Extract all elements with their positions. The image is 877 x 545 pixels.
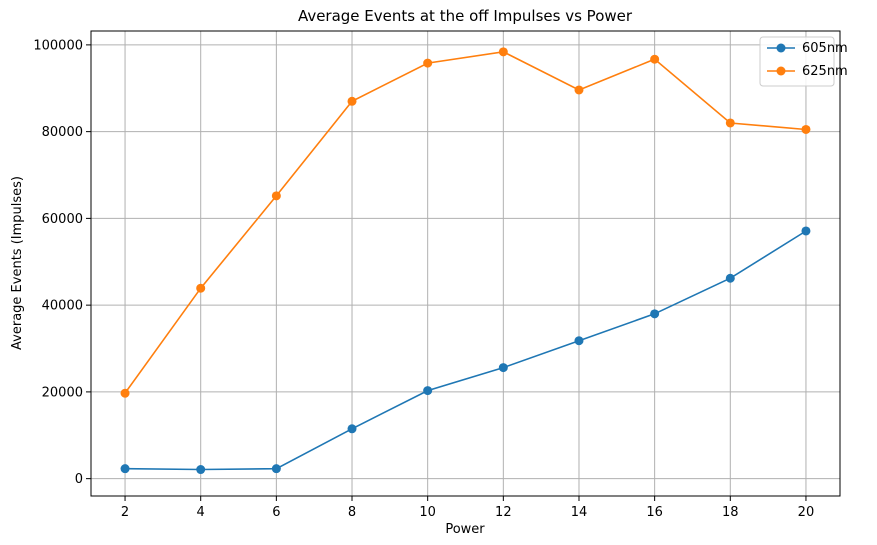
x-tick-label: 16: [646, 505, 663, 520]
data-point-605nm: [272, 464, 281, 473]
x-tick-label: 10: [419, 505, 436, 520]
data-point-625nm: [726, 118, 735, 127]
y-axis-label: Average Events (Impulses): [10, 176, 25, 350]
data-point-625nm: [196, 284, 205, 293]
y-tick-label: 80000: [42, 125, 83, 140]
data-point-625nm: [272, 191, 281, 200]
data-point-605nm: [499, 363, 508, 372]
x-tick-label: 20: [798, 505, 815, 520]
x-tick-label: 6: [272, 505, 280, 520]
y-tick-label: 40000: [42, 299, 83, 314]
data-point-625nm: [121, 389, 130, 398]
data-point-605nm: [650, 309, 659, 318]
y-tick-label: 60000: [42, 212, 83, 227]
data-point-625nm: [574, 85, 583, 94]
data-point-605nm: [726, 274, 735, 283]
x-tick-label: 14: [571, 505, 588, 520]
x-tick-label: 12: [495, 505, 512, 520]
data-point-605nm: [801, 226, 810, 235]
x-tick-label: 4: [197, 505, 205, 520]
x-axis-label: Power: [445, 522, 485, 537]
x-tick-label: 8: [348, 505, 356, 520]
data-point-625nm: [801, 125, 810, 134]
data-point-605nm: [121, 464, 130, 473]
y-tick-label: 20000: [42, 385, 83, 400]
data-point-605nm: [348, 424, 357, 433]
legend-label-605nm: 605nm: [802, 41, 848, 56]
y-tick-label: 100000: [33, 38, 83, 53]
data-point-605nm: [423, 386, 432, 395]
legend-marker-625nm: [777, 67, 786, 76]
legend-marker-605nm: [777, 44, 786, 53]
y-tick-label: 0: [75, 472, 83, 487]
data-point-625nm: [348, 97, 357, 106]
legend-label-625nm: 625nm: [802, 64, 848, 79]
data-point-625nm: [499, 47, 508, 56]
x-tick-label: 18: [722, 505, 739, 520]
x-tick-label: 2: [121, 505, 129, 520]
data-point-605nm: [196, 465, 205, 474]
data-point-605nm: [574, 336, 583, 345]
data-point-625nm: [650, 55, 659, 64]
chart-title: Average Events at the off Impulses vs Po…: [298, 7, 633, 25]
data-point-625nm: [423, 59, 432, 68]
